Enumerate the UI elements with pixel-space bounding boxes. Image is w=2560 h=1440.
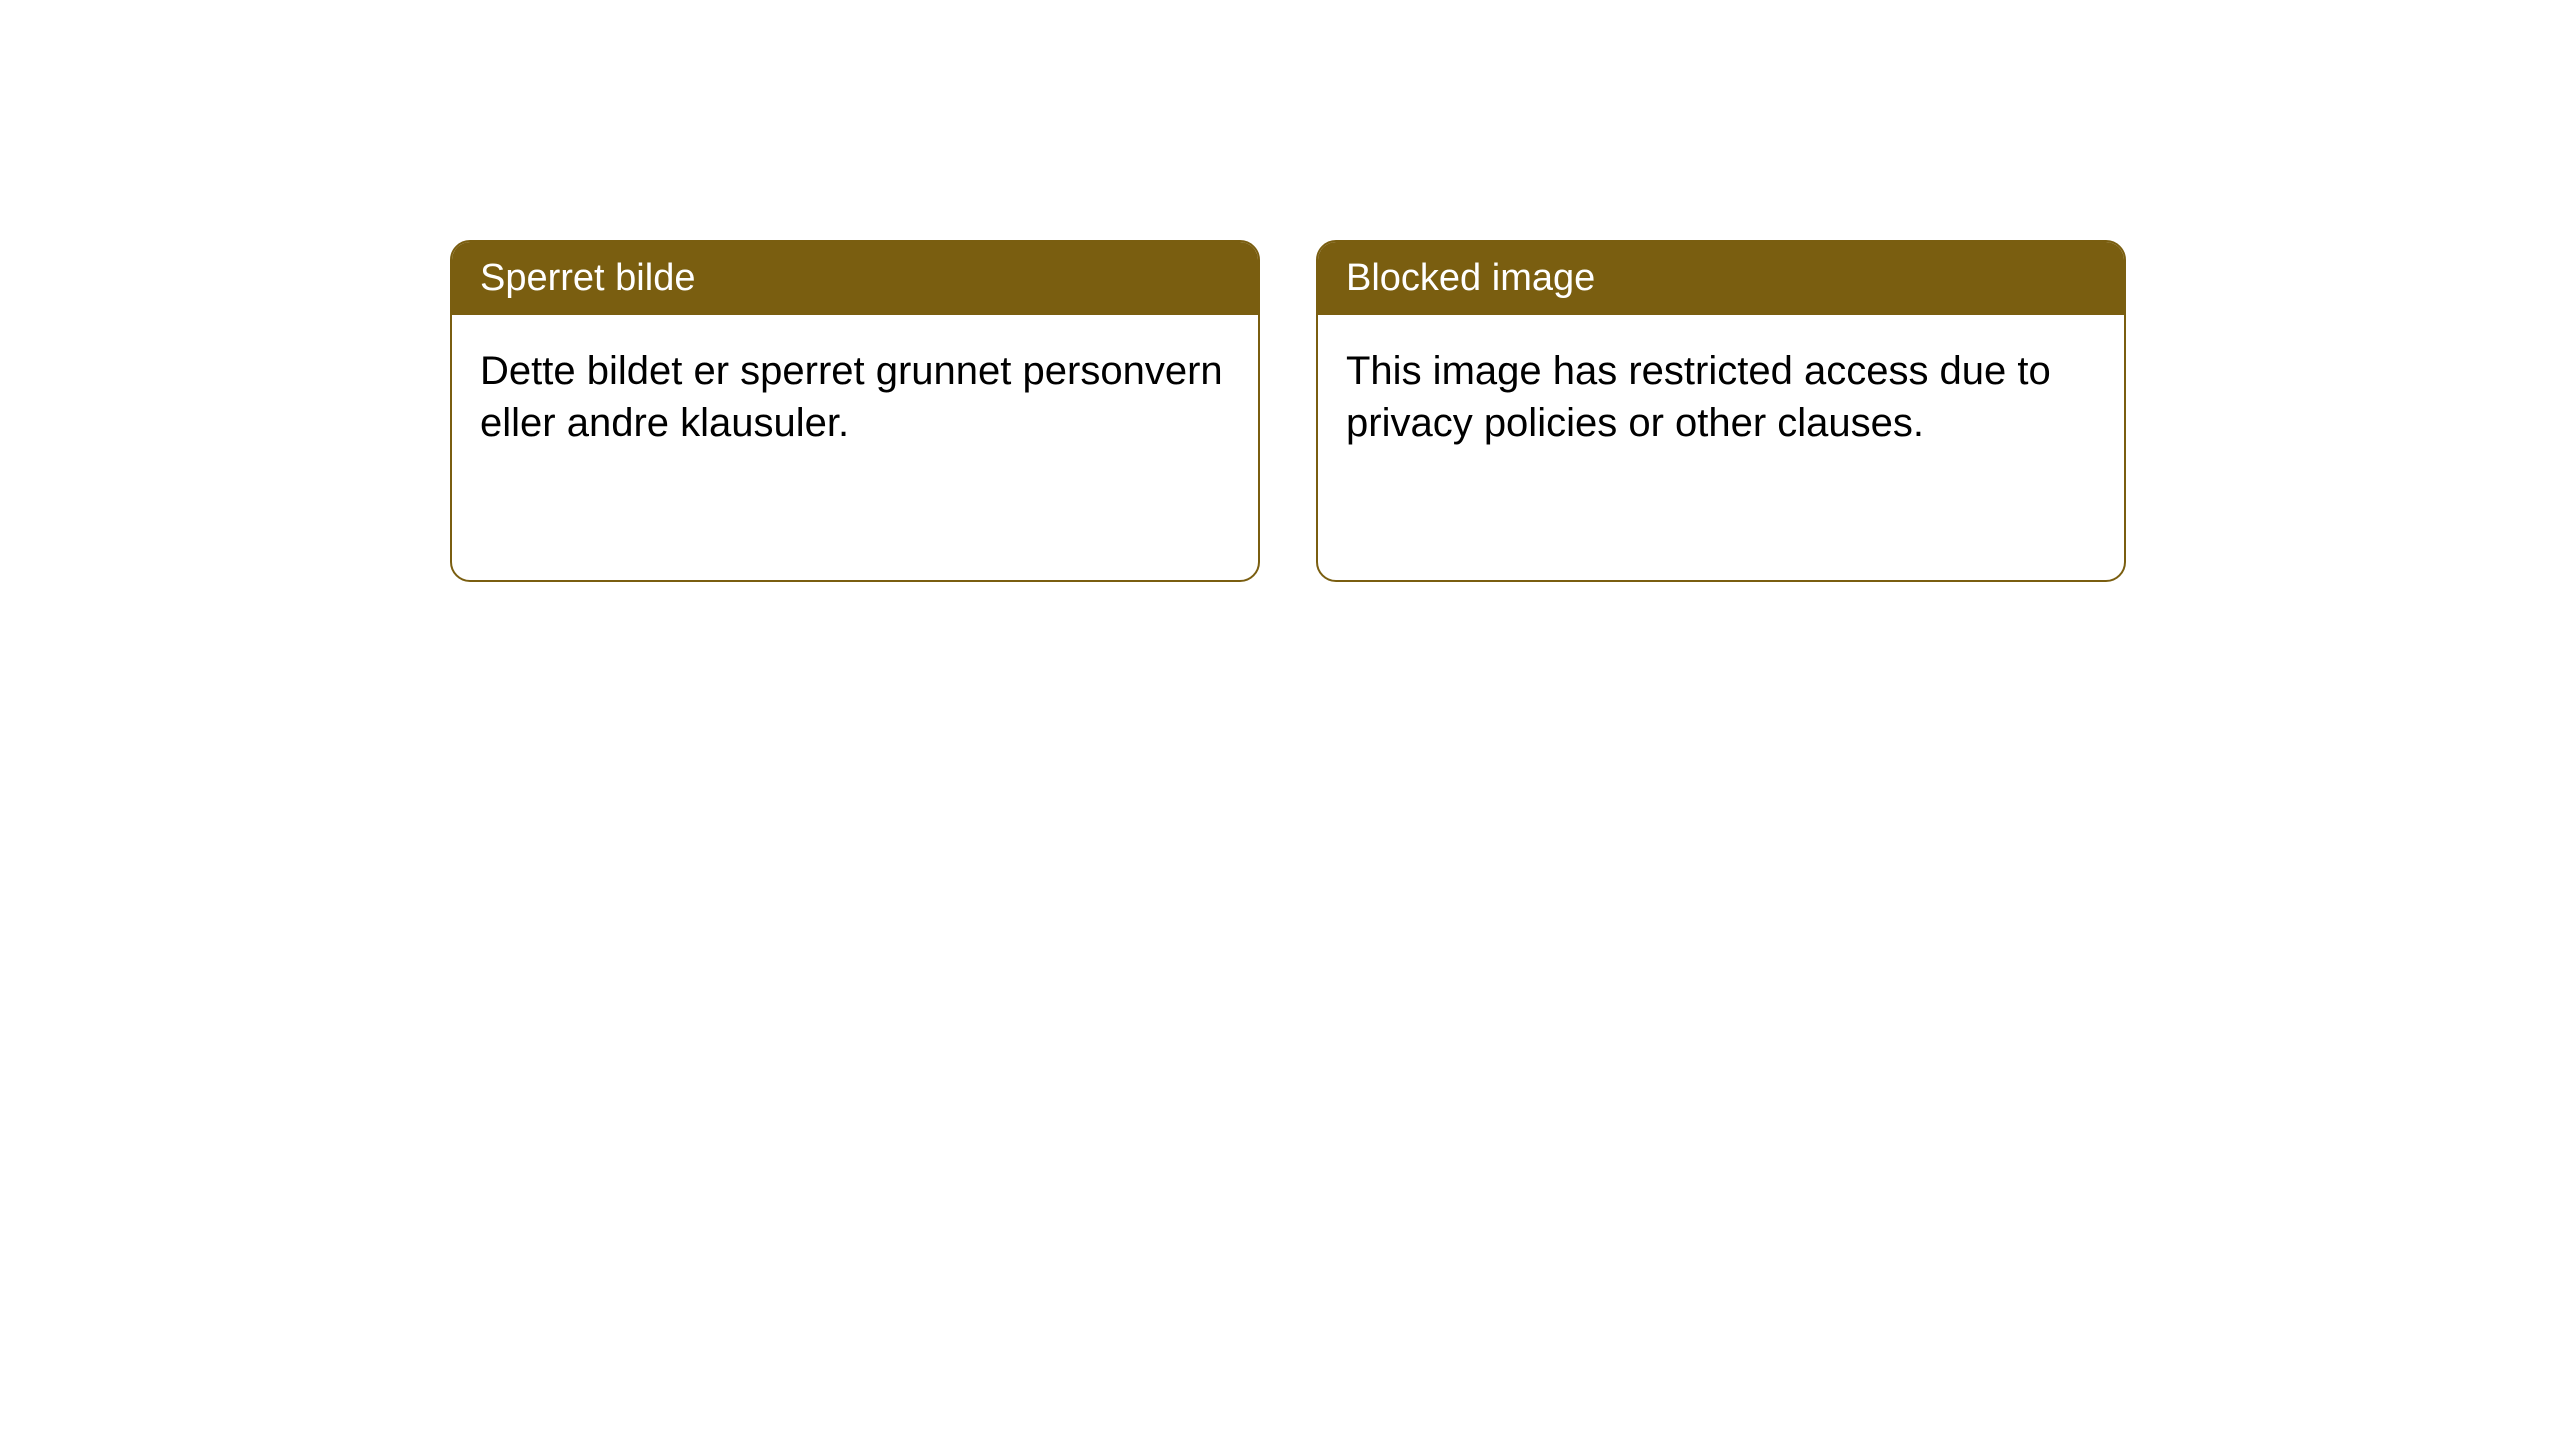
notice-card-norwegian: Sperret bilde Dette bildet er sperret gr… (450, 240, 1260, 582)
notice-title: Blocked image (1318, 242, 2124, 315)
notice-container: Sperret bilde Dette bildet er sperret gr… (0, 0, 2560, 582)
notice-body-text: This image has restricted access due to … (1318, 315, 2124, 479)
notice-card-english: Blocked image This image has restricted … (1316, 240, 2126, 582)
notice-body-text: Dette bildet er sperret grunnet personve… (452, 315, 1258, 479)
notice-title: Sperret bilde (452, 242, 1258, 315)
